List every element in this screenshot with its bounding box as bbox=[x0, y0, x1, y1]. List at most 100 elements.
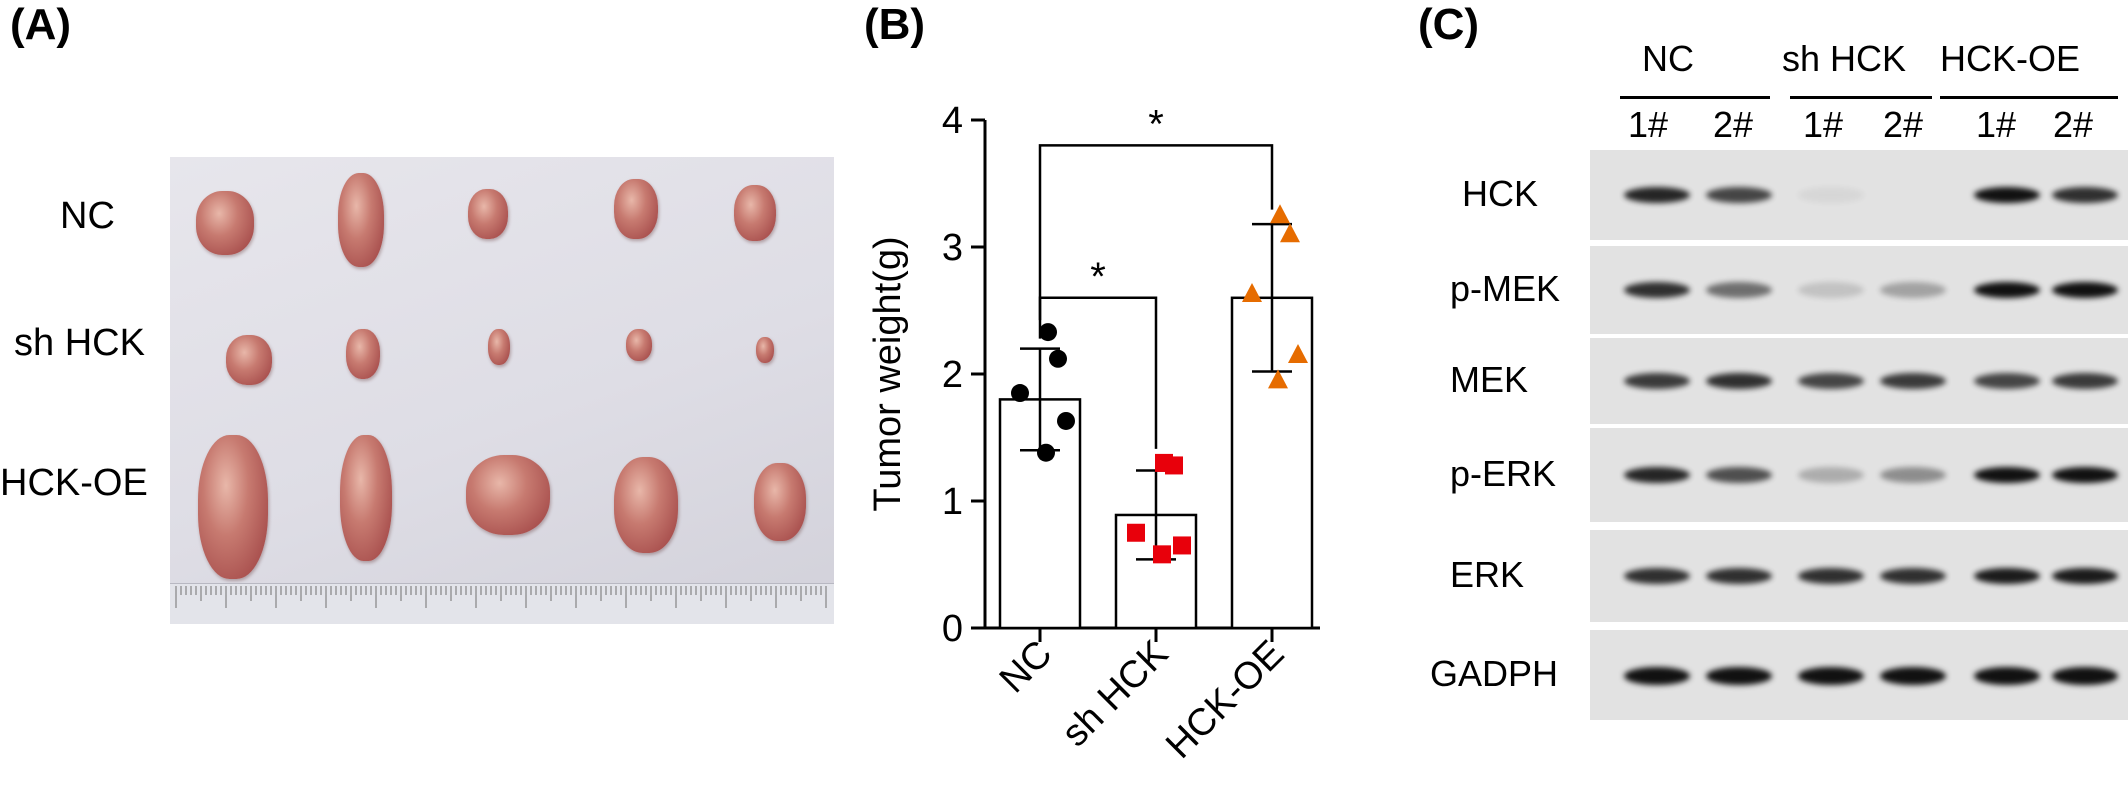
row-label-nc: NC bbox=[60, 195, 115, 237]
blot-band bbox=[1624, 373, 1690, 389]
group-label-nc: NC bbox=[1642, 38, 1694, 79]
blot-strip bbox=[1590, 428, 2128, 522]
tumor-oe-1 bbox=[198, 435, 268, 579]
blot-label: p-ERK bbox=[1450, 453, 1557, 494]
tumor-nc-3 bbox=[468, 189, 508, 239]
y-tick-label: 2 bbox=[942, 354, 963, 396]
lane-label-6: 2# bbox=[2053, 104, 2094, 145]
row-label-hck-oe: HCK-OE bbox=[0, 462, 148, 504]
data-point bbox=[1039, 323, 1057, 342]
data-point bbox=[1153, 545, 1171, 564]
tumor-sh-4 bbox=[626, 329, 652, 361]
blot-strip bbox=[1590, 246, 2128, 334]
tumor-oe-3 bbox=[466, 455, 550, 535]
group-line-sh-hck bbox=[1790, 96, 1932, 99]
y-tick-label: 3 bbox=[942, 227, 963, 269]
panel-c: NC sh HCK HCK-OE 1# 2# 1# 2# 1# 2# HCK p-… bbox=[1430, 0, 2128, 781]
data-point bbox=[1037, 443, 1055, 462]
significance-bracket bbox=[1038, 144, 1274, 339]
tumor-sh-5 bbox=[756, 337, 774, 363]
blot-strip bbox=[1590, 530, 2128, 622]
data-point bbox=[1011, 384, 1029, 403]
blot-band bbox=[1974, 568, 2040, 584]
blot-strip bbox=[1590, 150, 2128, 240]
y-tick-label: 4 bbox=[942, 100, 963, 142]
blot-label: ERK bbox=[1450, 554, 1525, 595]
blot-label: HCK bbox=[1462, 173, 1539, 214]
blot-band bbox=[1624, 187, 1690, 203]
blot-band bbox=[2052, 467, 2118, 483]
data-point bbox=[1049, 349, 1067, 368]
ruler bbox=[170, 583, 834, 624]
tumor-sh-3 bbox=[488, 329, 510, 365]
group-line-nc bbox=[1620, 96, 1770, 99]
group-label-hck-oe: HCK-OE bbox=[1940, 38, 2081, 79]
y-axis-label: Tumor weight(g) bbox=[867, 236, 909, 511]
blot-band bbox=[1624, 568, 1690, 584]
blot-label: GADPH bbox=[1430, 653, 1559, 694]
blot-band bbox=[1974, 467, 2040, 483]
tumor-photo bbox=[170, 157, 834, 623]
x-tick-label: HCK-OE bbox=[1158, 633, 1292, 767]
data-point bbox=[1127, 523, 1145, 542]
tumor-nc-4 bbox=[614, 179, 658, 239]
data-point bbox=[1165, 456, 1183, 475]
blot-band bbox=[1880, 282, 1946, 298]
chart-points bbox=[1011, 204, 1308, 564]
blot-band bbox=[1880, 467, 1946, 483]
blot-strip bbox=[1590, 630, 2128, 720]
group-label-sh-hck: sh HCK bbox=[1782, 38, 1907, 79]
blot-band bbox=[1706, 568, 1772, 584]
blot-label: MEK bbox=[1450, 359, 1529, 400]
blot-band bbox=[1880, 373, 1946, 389]
lane-label-5: 1# bbox=[1976, 104, 2017, 145]
data-point bbox=[1288, 343, 1308, 363]
group-line-hck-oe bbox=[1940, 96, 2118, 99]
blot-band bbox=[1798, 568, 1864, 584]
blot-band bbox=[1798, 667, 1864, 685]
blot-band bbox=[1798, 187, 1864, 203]
tumor-nc-2 bbox=[338, 173, 384, 267]
blot-label: p-MEK bbox=[1450, 268, 1561, 309]
blot-band bbox=[1624, 282, 1690, 298]
tumor-nc-1 bbox=[196, 191, 254, 255]
panel-label-a: (A) bbox=[10, 0, 72, 49]
data-point bbox=[1242, 282, 1262, 302]
blot-band bbox=[2052, 568, 2118, 584]
blot-band bbox=[1706, 373, 1772, 389]
blot-band bbox=[1974, 667, 2040, 685]
tumor-oe-4 bbox=[614, 457, 678, 553]
significance-label: * bbox=[1090, 255, 1106, 299]
tumor-sh-1 bbox=[226, 335, 272, 385]
chart-error-bars bbox=[1020, 222, 1292, 561]
tumor-nc-5 bbox=[734, 185, 776, 241]
x-tick-label: NC bbox=[992, 633, 1061, 702]
y-tick-label: 1 bbox=[942, 481, 963, 523]
blot-band bbox=[1798, 282, 1864, 298]
blot-band bbox=[1974, 282, 2040, 298]
blot-band bbox=[2052, 373, 2118, 389]
chart-significance: ** bbox=[1038, 102, 1274, 449]
panel-label-b: (B) bbox=[864, 0, 926, 49]
lane-label-2: 2# bbox=[1713, 104, 1754, 145]
tumor-oe-5 bbox=[754, 463, 806, 541]
blot-band bbox=[1706, 187, 1772, 203]
tumor-sh-2 bbox=[346, 329, 380, 379]
blot-band bbox=[1880, 667, 1946, 685]
y-tick-label: 0 bbox=[942, 608, 963, 650]
blot-band bbox=[1706, 667, 1772, 685]
lane-label-1: 1# bbox=[1628, 104, 1669, 145]
blot-band bbox=[2052, 282, 2118, 298]
blot-band bbox=[1624, 467, 1690, 483]
blot-band bbox=[1706, 282, 1772, 298]
blot-band bbox=[1706, 467, 1772, 483]
data-point bbox=[1270, 204, 1290, 224]
ruler-ticks bbox=[175, 586, 827, 608]
panel-label-c: (C) bbox=[1418, 0, 1480, 49]
blot-band bbox=[1798, 467, 1864, 483]
blot-band bbox=[2052, 667, 2118, 685]
blot-band bbox=[2052, 187, 2118, 203]
data-point bbox=[1268, 369, 1288, 389]
significance-label: * bbox=[1148, 102, 1164, 146]
